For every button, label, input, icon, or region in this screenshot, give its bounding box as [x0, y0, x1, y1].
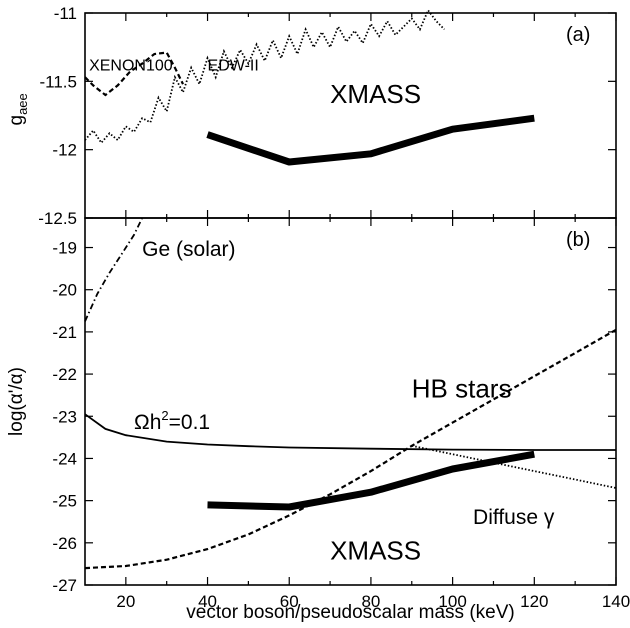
annotation-label: XMASS [330, 536, 421, 566]
y-tick-label: -12 [52, 141, 77, 160]
y-tick-label: -26 [52, 534, 77, 553]
y-tick-label: -23 [52, 407, 77, 426]
omega-label: Ωh2=0.1 [134, 408, 210, 434]
series-hb-stars [84, 328, 617, 570]
omega-label-tail: =0.1 [169, 411, 210, 434]
panel-tag: (b) [566, 229, 590, 251]
y-tick-label: -12.5 [38, 209, 77, 228]
series--h-0-1 [84, 413, 616, 451]
series-diffuse- [411, 444, 617, 489]
annotation-label: XENON100 [89, 57, 173, 74]
y-tick-label: -25 [52, 492, 77, 511]
series-xenon100 [84, 51, 184, 97]
y-tick-label: -11.5 [40, 72, 78, 91]
series-ge-solar- [84, 217, 144, 322]
annotation-label: EDW-II [208, 57, 259, 74]
annotation-label: Ge (solar) [142, 238, 235, 261]
series-xmass [206, 114, 535, 166]
series-edw-ii [84, 8, 446, 145]
x-axis-title: vector boson/pseudoscalar mass (keV) [186, 602, 514, 623]
annotation-label: Diffuse γ [473, 506, 555, 529]
y-tick-label: -19 [52, 239, 77, 258]
panel-tag: (a) [566, 24, 590, 46]
x-tick-label: 40 [198, 592, 217, 611]
x-tick-label: 60 [280, 592, 299, 611]
x-tick-label: 100 [438, 592, 466, 611]
y-axis-title-a: gaee [6, 93, 30, 125]
panel-a: -11 -11.5 -12 -12.5 XMASS XENON100 EDW-II (a) ga… [6, 4, 617, 228]
y-tick-label: -27 [52, 576, 77, 595]
y-axis-title-b: log(α'/α) [6, 367, 27, 436]
y-axis-title-sub: aee [15, 93, 30, 115]
series-xmass [207, 450, 535, 511]
y-tick-label: -20 [52, 281, 77, 300]
plot-frame [84, 217, 617, 586]
annotation-label: HB stars [412, 373, 512, 403]
x-tick-label: 20 [116, 592, 135, 611]
panel-b: 20 40 60 80 100 120 140 -19 -20 -21 -22 -23 -24 -25 -2… [6, 217, 630, 623]
plot-frame [84, 12, 617, 219]
y-tick-label: -22 [52, 365, 77, 384]
y-tick-label: -11 [54, 4, 77, 23]
annotation-label: XMASS [330, 79, 421, 109]
x-tick-label: 80 [361, 592, 380, 611]
x-tick-label: 120 [520, 592, 548, 611]
y-tick-label: -21 [52, 323, 77, 342]
x-tick-label: 140 [602, 592, 630, 611]
omega-label-sup: 2 [161, 408, 168, 423]
y-tick-label: -24 [52, 449, 77, 468]
